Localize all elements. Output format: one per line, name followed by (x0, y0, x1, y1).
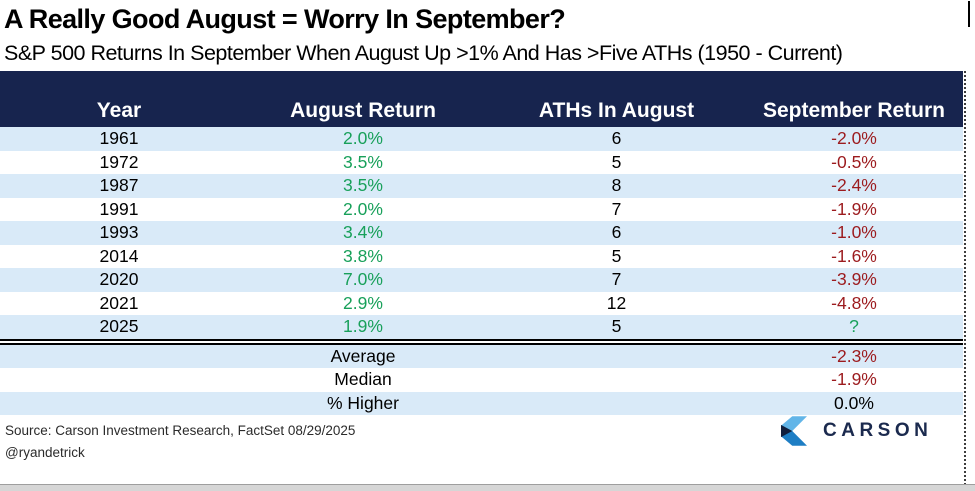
source-note: Source: Carson Investment Research, Fact… (5, 420, 355, 464)
year-cell: 1961 (99, 128, 139, 148)
table-header-row: Year August Return ATHs In August Septem… (0, 71, 963, 127)
empty-cell (488, 345, 745, 369)
aths-cell: 7 (611, 198, 622, 219)
august-return-cell: 2.9% (343, 292, 383, 313)
august-return-cell: 3.8% (343, 245, 383, 266)
carson-wordmark: CARSON (823, 420, 933, 441)
summary-divider-double-line (0, 338, 963, 345)
aths-cell: 8 (611, 175, 622, 195)
summary-row: Median -1.9% (0, 368, 963, 392)
author-handle: @ryandetrick (5, 445, 85, 460)
table-row: 2020 7.0% 7 -3.9% (0, 268, 963, 292)
aths-cell: 5 (611, 151, 622, 172)
september-return-cell: -1.6% (831, 245, 877, 266)
september-return-cell: -2.0% (831, 128, 877, 148)
summary-value-cell: 0.0% (834, 392, 874, 413)
window-bottom-edge (0, 484, 975, 491)
table-row: 1991 2.0% 7 -1.9% (0, 198, 963, 222)
august-return-cell: 2.0% (343, 128, 383, 148)
table-row: 2021 2.9% 12 -4.8% (0, 292, 963, 316)
aths-cell: 6 (611, 222, 622, 242)
august-return-cell: 2.0% (343, 198, 383, 219)
empty-cell (0, 345, 238, 369)
table-row: 1972 3.5% 5 -0.5% (0, 151, 963, 175)
august-return-cell: 3.4% (343, 222, 383, 242)
august-return-cell: 3.5% (343, 151, 383, 172)
year-cell: 2025 (99, 316, 139, 336)
column-header-august-return: August Return (290, 99, 436, 122)
column-header-aths-in-august: ATHs In August (538, 99, 695, 122)
year-cell: 2020 (99, 269, 139, 289)
table-row: 1987 3.5% 8 -2.4% (0, 174, 963, 198)
summary-label-cell: Median (334, 369, 392, 389)
table-row: 2014 3.8% 5 -1.6% (0, 245, 963, 269)
year-cell: 1972 (99, 151, 139, 172)
september-return-cell: -1.0% (831, 222, 877, 242)
summary-row: % Higher 0.0% (0, 391, 963, 416)
aths-cell: 5 (611, 316, 622, 336)
returns-table: Year August Return ATHs In August Septem… (0, 71, 963, 415)
summary-value-cell: -2.3% (831, 345, 877, 366)
chart-subtitle: S&P 500 Returns In September When August… (4, 41, 843, 65)
september-return-cell: -1.9% (831, 198, 877, 219)
aths-cell: 12 (606, 292, 627, 313)
column-header-september-return: September Return (762, 99, 946, 122)
year-cell: 1987 (99, 175, 139, 195)
table-row: 1993 3.4% 6 -1.0% (0, 221, 963, 245)
september-return-cell: -2.4% (831, 175, 877, 195)
summary-label-cell: % Higher (327, 392, 399, 413)
summary-row: Average -2.3% (0, 344, 963, 369)
empty-cell (0, 368, 238, 392)
year-cell: 1991 (99, 198, 139, 219)
year-cell: 1993 (99, 222, 139, 242)
summary-value-cell: -1.9% (831, 369, 877, 389)
september-return-cell: -3.9% (831, 269, 877, 289)
column-header-year: Year (96, 99, 142, 122)
table-body: 1961 2.0% 6 -2.0% 1972 3.5% 5 -0.5% 1987… (0, 127, 963, 339)
september-return-cell: ? (849, 316, 859, 336)
aths-cell: 7 (611, 269, 622, 289)
table-row: 2025 1.9% 5 ? (0, 315, 963, 339)
aths-cell: 6 (611, 128, 622, 148)
table-row: 1961 2.0% 6 -2.0% (0, 127, 963, 151)
carson-logo: CARSON (781, 416, 932, 446)
august-return-cell: 7.0% (343, 269, 383, 289)
source-line: Source: Carson Investment Research, Fact… (5, 423, 356, 438)
year-cell: 2021 (99, 292, 139, 313)
textbox-border-artifact (968, 1, 970, 27)
aths-cell: 5 (611, 245, 622, 266)
empty-cell (488, 368, 745, 392)
august-return-cell: 3.5% (343, 175, 383, 195)
empty-cell (488, 392, 745, 416)
summary-label-cell: Average (330, 345, 396, 366)
empty-cell (0, 392, 238, 416)
table-summary: Average -2.3% Median -1.9% % Higher 0.0% (0, 344, 963, 416)
carson-chevron-icon (781, 416, 807, 446)
chart-title: A Really Good August = Worry In Septembe… (4, 4, 566, 34)
september-return-cell: -4.8% (831, 292, 877, 313)
august-return-cell: 1.9% (343, 316, 383, 336)
page-break-dotted-line (964, 71, 966, 485)
year-cell: 2014 (99, 245, 139, 266)
september-return-cell: -0.5% (831, 151, 877, 172)
